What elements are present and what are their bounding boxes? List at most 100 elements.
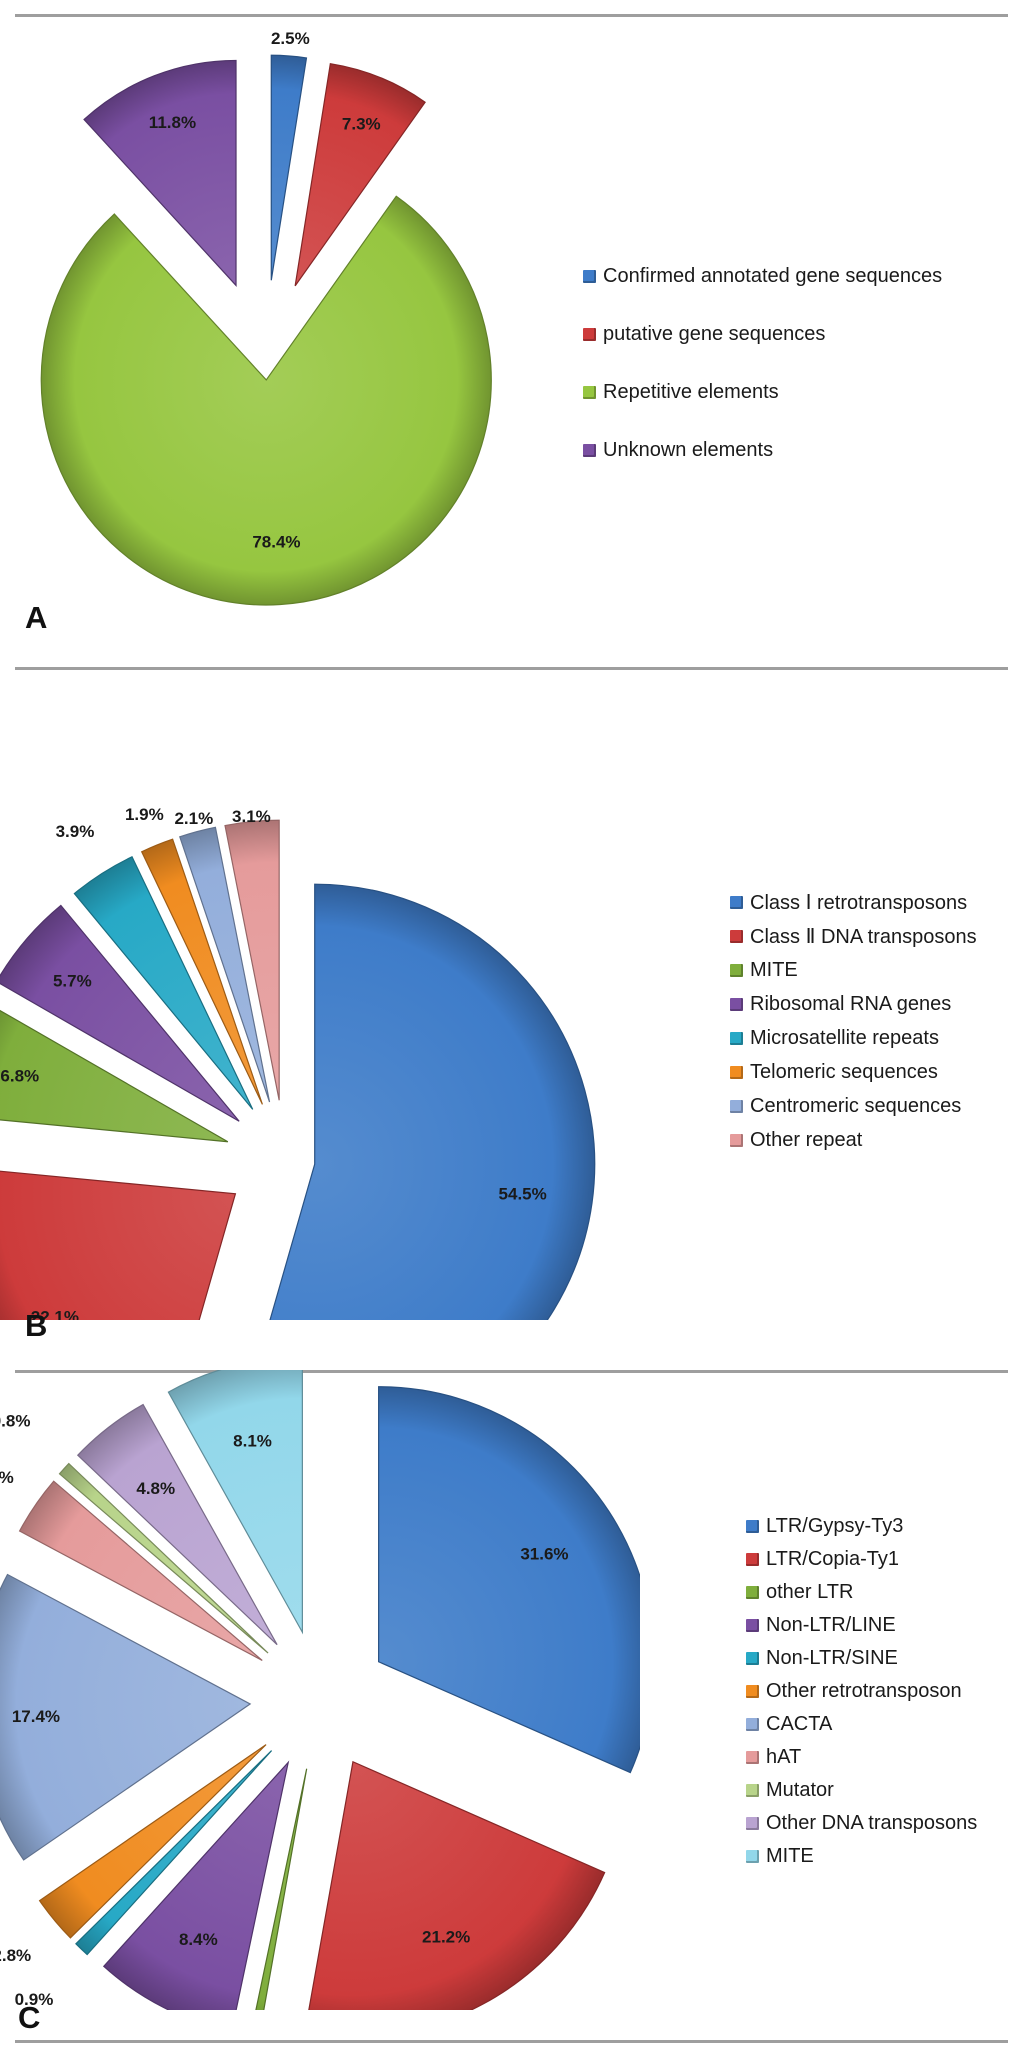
panel-a: 2.5% 7.3% 78.4% 11.8% Confirmed annotated g… <box>0 0 1024 660</box>
legend-item-hat: hAT <box>746 1741 977 1774</box>
legend-label: Ribosomal RNA genes <box>750 992 952 1015</box>
legend-item-other-retrotransposon: Other retrotransposon <box>746 1675 977 1708</box>
legend-item-ltr-copia-ty1: LTR/Copia-Ty1 <box>746 1543 977 1576</box>
pie-slice-non-ltr-sine <box>75 1750 273 1956</box>
legend-swatch <box>730 1031 743 1045</box>
legend-item-class-retrotransposons: Class Ⅰ retrotransposons <box>730 885 977 919</box>
legend-label: LTR/Copia-Ty1 <box>766 1548 900 1570</box>
pie-slice-other-retrotransposon <box>38 1744 267 1939</box>
panel-b: 54.5% 22.1% 6.8% 5.7% 3.9% 1.9% 2.1% 3.1% Class… <box>0 660 1024 1370</box>
pie-slice-unknown-elements <box>83 59 237 287</box>
slice-value-label-mite: 6.8% <box>0 1066 39 1085</box>
legend-swatch <box>583 443 596 457</box>
pie-chart-c: 31.6%21.2%0.5%8.4%0.9%2.8%17.4%3.5%0.8%4… <box>0 1370 640 2010</box>
legend-swatch <box>746 1652 759 1665</box>
bottom-divider <box>15 2040 1008 2043</box>
legend-swatch <box>746 1553 759 1566</box>
legend-label: Telomeric sequences <box>750 1060 938 1083</box>
pie-slice-mutator <box>58 1462 269 1654</box>
pie-slice-other-dna-transposons <box>76 1403 278 1646</box>
pie-slice-centromeric-sequences <box>179 826 271 1103</box>
legend-item-unknown-elements: Unknown elements <box>583 421 942 479</box>
legend-swatch <box>746 1751 759 1764</box>
legend-item-other-ltr: other LTR <box>746 1576 977 1609</box>
slice-value-label-other-repeat: 3.1% <box>232 807 271 826</box>
slice-value-label-class-retrotransposons: 54.5% <box>499 1184 547 1203</box>
legend-swatch <box>730 1065 743 1079</box>
pie-chart-b: 54.5% 22.1% 6.8% 5.7% 3.9% 1.9% 2.1% 3.1% <box>0 805 596 1320</box>
pie-slice-putative-gene-sequences <box>294 62 426 287</box>
legend-item-cacta: CACTA <box>746 1708 977 1741</box>
slice-value-label-confirmed-annotated-gene-sequences: 2.5% <box>271 29 310 48</box>
pie-slice-ribosomal-rna-genes <box>0 904 240 1122</box>
legend-swatch <box>730 963 743 977</box>
slice-value-label-putative-gene-sequences: 7.3% <box>342 114 381 133</box>
slice-value-label-unknown-elements: 11.8% <box>149 113 196 132</box>
legend-swatch <box>746 1520 759 1533</box>
pie-slice-mite <box>167 1370 303 1635</box>
legend-swatch <box>746 1850 759 1863</box>
slice-value-label-microsatellite-repeats: 3.9% <box>56 822 95 841</box>
legend-label: Class Ⅱ DNA transposons <box>750 925 977 948</box>
legend-a: Confirmed annotated gene sequences putati… <box>583 247 942 479</box>
legend-label: MITE <box>750 958 798 981</box>
slice-value-label-repetitive-elements: 78.4% <box>252 533 300 552</box>
pie-slice-ltr-gypsy-ty3 <box>378 1386 640 1774</box>
legend-item-class-dna-transposons: Class Ⅱ DNA transposons <box>730 919 977 953</box>
legend-swatch <box>746 1817 759 1830</box>
panel-letter-a: A <box>25 600 48 635</box>
legend-item-telomeric-sequences: Telomeric sequences <box>730 1055 977 1089</box>
pie-slice-microsatellite-repeats <box>73 855 254 1110</box>
legend-item-mutator: Mutator <box>746 1774 977 1807</box>
slice-value-label-mite: 8.1% <box>233 1432 272 1451</box>
pie-slice-cacta <box>0 1573 252 1861</box>
legend-item-ltr-gypsy-ty3: LTR/Gypsy-Ty3 <box>746 1510 977 1543</box>
pie-slice-hat <box>18 1480 263 1662</box>
legend-swatch <box>746 1586 759 1599</box>
legend-swatch <box>730 1099 743 1113</box>
slice-value-label-other-dna-transposons: 4.8% <box>136 1479 175 1498</box>
legend-item-non-ltr-line: Non-LTR/LINE <box>746 1609 977 1642</box>
slice-value-label-non-ltr-sine: 0.9% <box>15 1990 54 2009</box>
legend-label: MITE <box>766 1845 814 1867</box>
divider-a-b <box>15 667 1008 670</box>
legend-swatch <box>583 327 596 341</box>
slice-value-label-hat: 3.5% <box>0 1468 14 1487</box>
slice-value-label-cacta: 17.4% <box>12 1707 60 1726</box>
legend-item-mite: MITE <box>746 1840 977 1873</box>
legend-item-putative-gene-sequences: putative gene sequences <box>583 305 942 363</box>
legend-label: putative gene sequences <box>603 322 826 345</box>
top-divider <box>15 14 1008 17</box>
pie-chart-a: 2.5% 7.3% 78.4% 11.8% <box>40 29 492 606</box>
legend-swatch <box>730 997 743 1011</box>
legend-swatch <box>583 385 596 399</box>
divider-b-c <box>15 1370 1008 1373</box>
legend-label: Other DNA transposons <box>766 1812 978 1834</box>
legend-item-mite: MITE <box>730 953 977 987</box>
legend-label: hAT <box>766 1746 802 1768</box>
legend-swatch <box>746 1784 759 1797</box>
legend-swatch <box>746 1619 759 1632</box>
slice-value-label-centromeric-sequences: 2.1% <box>174 809 213 828</box>
slice-value-label-ribosomal-rna-genes: 5.7% <box>53 971 92 990</box>
panel-c: 31.6%21.2%0.5%8.4%0.9%2.8%17.4%3.5%0.8%4… <box>0 1370 1024 2040</box>
legend-label: Confirmed annotated gene sequences <box>603 264 943 287</box>
legend-label: Mutator <box>766 1779 834 1801</box>
legend-label: Centromeric sequences <box>750 1094 962 1117</box>
legend-label: Non-LTR/SINE <box>766 1647 898 1669</box>
pie-slice-class-dna-transposons <box>0 1170 237 1320</box>
legend-item-confirmed-annotated-gene-sequences: Confirmed annotated gene sequences <box>583 247 942 305</box>
panel-letter-c: C <box>18 2000 41 2035</box>
pie-slice-telomeric-sequences <box>140 838 263 1105</box>
legend-label: Microsatellite repeats <box>750 1026 939 1049</box>
pie-slice-other-repeat <box>224 819 280 1101</box>
panel-letter-b: B <box>25 1308 48 1343</box>
legend-item-repetitive-elements: Repetitive elements <box>583 363 942 421</box>
legend-c: LTR/Gypsy-Ty3 LTR/Copia-Ty1 other LTR Non-L… <box>746 1510 977 1873</box>
pie-slice-confirmed-annotated-gene-sequences <box>270 54 308 281</box>
pie-slice-mite <box>0 1009 229 1143</box>
legend-swatch <box>746 1718 759 1731</box>
legend-label: Non-LTR/LINE <box>766 1614 896 1636</box>
legend-label: Unknown elements <box>603 438 774 461</box>
legend-swatch <box>730 895 743 909</box>
